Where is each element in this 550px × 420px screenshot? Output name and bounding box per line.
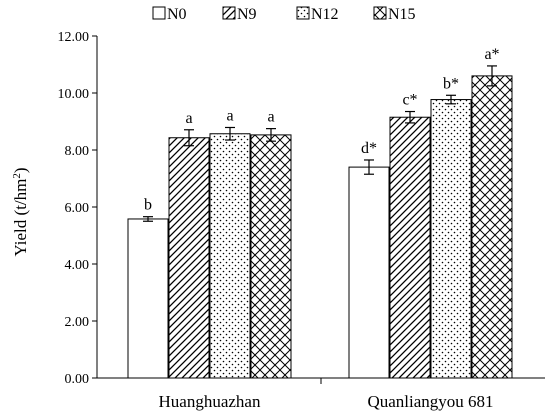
significance-label: b bbox=[144, 197, 152, 214]
significance-label: a bbox=[267, 109, 274, 126]
bar-n9-2 bbox=[389, 116, 431, 379]
y-tick-label: 6.00 bbox=[65, 201, 90, 216]
bar-n9-1 bbox=[168, 137, 210, 379]
x-axis-labels: Huanghuazhan Quanliangyou 681 bbox=[159, 392, 494, 411]
significance-label: d* bbox=[361, 140, 377, 157]
significance-label: c* bbox=[402, 92, 417, 109]
y-tick-label: 12.00 bbox=[58, 30, 90, 45]
bar-n0-2 bbox=[348, 166, 390, 379]
bar-n0-1 bbox=[127, 218, 169, 379]
legend-label-n12: N12 bbox=[311, 6, 339, 23]
legend-label-n0: N0 bbox=[167, 6, 187, 23]
legend-label-n9: N9 bbox=[237, 6, 257, 23]
significance-label: a* bbox=[484, 46, 499, 63]
y-axis-title: Yield (t/hm2) bbox=[11, 167, 30, 256]
significance-label: b* bbox=[443, 75, 459, 92]
bar-n12-2 bbox=[430, 99, 472, 379]
y-tick-label: 8.00 bbox=[65, 144, 90, 159]
legend-swatch-n12 bbox=[296, 6, 310, 20]
significance-label: a bbox=[226, 107, 233, 124]
significance-label: a bbox=[185, 110, 192, 127]
legend-swatch-n0 bbox=[152, 6, 166, 20]
y-tick-label: 10.00 bbox=[58, 87, 90, 102]
y-tick-label: 2.00 bbox=[65, 315, 90, 330]
legend-label-n15: N15 bbox=[388, 6, 416, 23]
y-axis-label: Yield (t/hm2) bbox=[11, 167, 30, 256]
bar-n15-1 bbox=[250, 134, 292, 379]
y-tick-label: 4.00 bbox=[65, 258, 90, 273]
x-category-label: Quanliangyou 681 bbox=[367, 392, 493, 411]
legend-swatch-n9 bbox=[222, 6, 236, 20]
legend: N0 N9 N12 N15 bbox=[152, 6, 416, 23]
y-tick-label: 0.00 bbox=[65, 372, 90, 387]
bar-n12-1 bbox=[209, 133, 251, 379]
legend-swatch-n15 bbox=[373, 6, 387, 20]
bars: b a a a d* c* b* a* bbox=[127, 46, 513, 379]
bar-n15-2 bbox=[471, 75, 513, 379]
x-category-label: Huanghuazhan bbox=[159, 392, 261, 411]
